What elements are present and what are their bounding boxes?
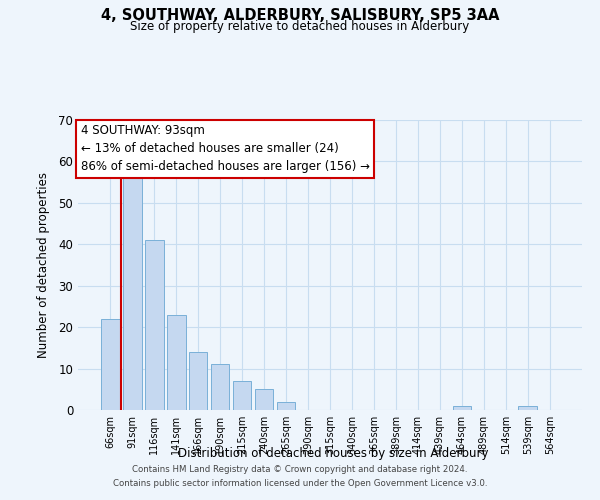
Bar: [167, 314, 185, 410]
Text: Contains HM Land Registry data © Crown copyright and database right 2024.
Contai: Contains HM Land Registry data © Crown c…: [113, 466, 487, 487]
Bar: [101, 319, 119, 410]
Bar: [233, 381, 251, 410]
Text: Size of property relative to detached houses in Alderbury: Size of property relative to detached ho…: [130, 20, 470, 33]
Bar: [277, 402, 295, 410]
Bar: [452, 406, 471, 410]
Bar: [255, 390, 274, 410]
Bar: [211, 364, 229, 410]
Text: Distribution of detached houses by size in Alderbury: Distribution of detached houses by size …: [178, 448, 488, 460]
Text: 4, SOUTHWAY, ALDERBURY, SALISBURY, SP5 3AA: 4, SOUTHWAY, ALDERBURY, SALISBURY, SP5 3…: [101, 8, 499, 22]
Bar: [518, 406, 537, 410]
Bar: [145, 240, 164, 410]
Bar: [189, 352, 208, 410]
Y-axis label: Number of detached properties: Number of detached properties: [37, 172, 50, 358]
Text: 4 SOUTHWAY: 93sqm
← 13% of detached houses are smaller (24)
86% of semi-detached: 4 SOUTHWAY: 93sqm ← 13% of detached hous…: [80, 124, 370, 174]
Bar: [123, 178, 142, 410]
